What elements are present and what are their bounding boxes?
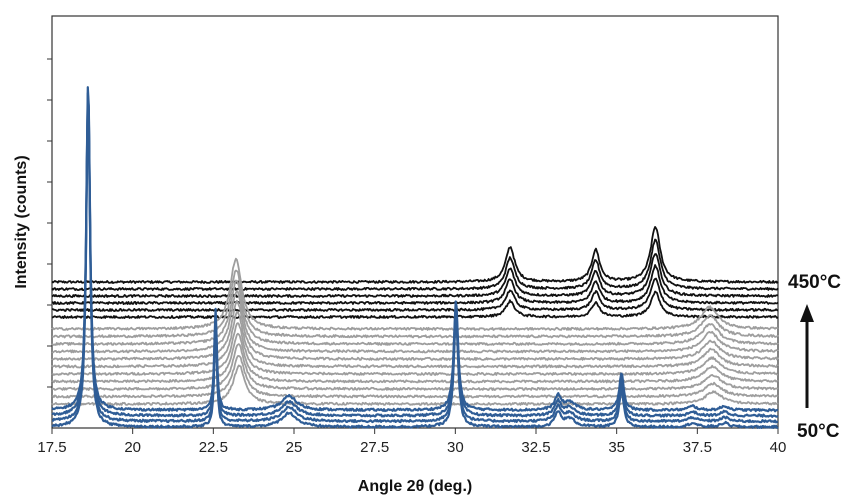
diffraction-trace [51, 257, 779, 331]
x-axis-tick-labels: 17.5 20 22.5 25 27.5 30 32.5 35 37.5 40 [37, 439, 786, 456]
temperature-arrow [800, 304, 814, 408]
x-tick-label: 40 [770, 439, 787, 456]
x-axis-ticks [51, 428, 779, 434]
x-tick-label: 32.5 [521, 439, 550, 456]
x-tick-label: 20 [124, 439, 141, 456]
diffraction-trace [51, 264, 779, 305]
diffraction-trace [51, 238, 779, 291]
x-tick-label: 27.5 [360, 439, 389, 456]
diffraction-trace [51, 97, 779, 424]
trace-group [51, 257, 779, 406]
diffraction-trace [51, 92, 779, 418]
trace-group [51, 226, 779, 319]
y-axis-title: Intensity (counts) [13, 155, 30, 288]
diffraction-trace [51, 322, 778, 376]
diffraction-trace [51, 253, 779, 298]
diffraction-trace [51, 269, 779, 339]
y-axis-ticks [47, 58, 52, 388]
trace-group [51, 86, 779, 429]
diffraction-trace [51, 290, 779, 354]
x-tick-label: 30 [447, 439, 464, 456]
diffraction-trace [51, 343, 779, 391]
diffraction-trace [51, 355, 779, 399]
diffraction-trace [51, 279, 779, 346]
x-tick-label: 25 [286, 439, 303, 456]
diffraction-trace [51, 86, 779, 413]
diffraction-trace [51, 101, 779, 429]
diffraction-trace [51, 310, 779, 369]
top-temperature-label: 450°C [788, 272, 841, 293]
diffraction-traces [51, 86, 779, 429]
x-axis-title: Angle 2θ (deg.) [358, 478, 472, 495]
diffraction-trace [51, 364, 779, 406]
x-tick-label: 22.5 [199, 439, 228, 456]
x-tick-label: 35 [608, 439, 625, 456]
diffraction-trace [52, 277, 779, 312]
diffraction-trace [51, 332, 779, 384]
diffraction-trace [51, 226, 779, 284]
diffraction-trace [51, 299, 779, 361]
x-tick-label: 37.5 [683, 439, 712, 456]
x-tick-label: 17.5 [37, 439, 66, 456]
bottom-temperature-label: 50°C [797, 421, 840, 442]
diffraction-trace [51, 290, 779, 319]
plot-frame [51, 15, 779, 429]
